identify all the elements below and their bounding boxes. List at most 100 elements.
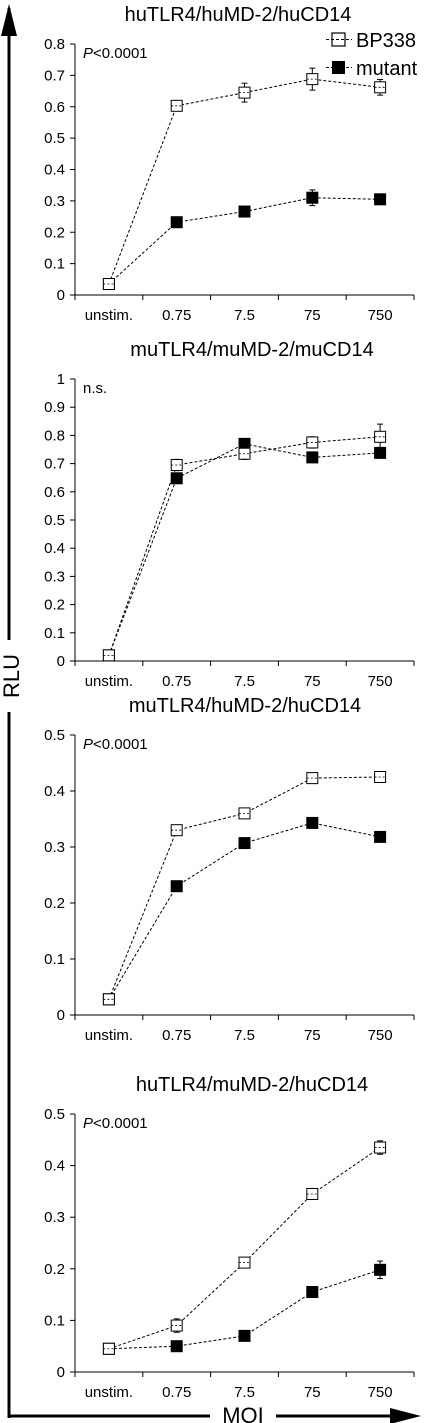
y-tick-label: 0.6	[44, 99, 65, 116]
y-tick-label: 0.6	[44, 484, 65, 501]
x-tick-label: 750	[368, 1384, 393, 1401]
chart-panel-3: muTLR4/huMD-2/huCD14 0 0.1 0.2 0.3 0.4 0.5 unst…	[44, 695, 415, 1044]
series-mutant	[102, 1260, 387, 1355]
legend: BP338 mutant	[326, 30, 418, 80]
y-tick-label: 0.8	[44, 36, 65, 53]
significance-value: <0.0001	[93, 45, 148, 62]
y-tick-label: 0.3	[44, 568, 65, 585]
x-tick-label: unstim.	[85, 307, 133, 324]
significance-value: <0.0001	[93, 1115, 148, 1132]
series-mutant	[102, 816, 387, 1006]
x-tick-label: 750	[368, 1027, 393, 1044]
y-tick-label: 0.8	[44, 427, 65, 444]
y-tick-label: 0.4	[44, 1158, 65, 1175]
chart-panel-4: huTLR4/muMD-2/huCD14 0 0.1 0.2 0.3 0.4 0.5 unst…	[44, 1074, 415, 1401]
y-tick-label: 0.9	[44, 399, 65, 416]
y-tick-label: 0.3	[44, 839, 65, 856]
chart-panel-2: muTLR4/muMD-2/muCD14 0 0.1 0.2 0.3 0.4 0.5 0.6 0…	[44, 339, 415, 690]
significance-value: n.s.	[83, 380, 107, 397]
significance-annotation: P<0.0001	[83, 45, 148, 62]
chart-title: huTLR4/muMD-2/huCD14	[136, 1074, 368, 1096]
data-point-mutant	[374, 830, 387, 843]
series-line-mutant	[108, 822, 381, 1000]
data-point-mutant	[238, 1329, 251, 1342]
y-tick-label: 0.1	[44, 256, 65, 273]
data-point-mutant	[374, 193, 387, 206]
moi-label: MOI	[222, 1403, 264, 1423]
chart-title: muTLR4/huMD-2/huCD14	[129, 695, 361, 717]
x-tick-label: 7.5	[234, 307, 255, 324]
series-bp338	[102, 423, 387, 662]
y-tick-label: 0.2	[44, 895, 65, 912]
y-tick-label: 0.7	[44, 67, 65, 84]
data-point-mutant	[170, 1340, 183, 1353]
x-tick-label: 0.75	[162, 307, 191, 324]
x-tick-label: 75	[304, 1027, 321, 1044]
rlu-label-background	[0, 640, 20, 712]
data-point-mutant	[238, 837, 251, 850]
y-tick-label: 0.2	[44, 1261, 65, 1278]
y-tick-label: 0.1	[44, 951, 65, 968]
x-tick-label: 75	[304, 1384, 321, 1401]
rlu-arrowhead-icon	[1, 4, 17, 36]
series-bp338	[102, 67, 387, 291]
significance-value: <0.0001	[93, 736, 148, 753]
x-tick-label: 750	[368, 307, 393, 324]
x-tick-label: 0.75	[162, 673, 191, 690]
y-tick-label: 0.2	[44, 597, 65, 614]
data-point-mutant	[374, 1263, 387, 1276]
y-tick-label: 0.5	[44, 727, 65, 744]
x-tick-label: 750	[368, 673, 393, 690]
x-tick-label: 7.5	[234, 673, 255, 690]
x-tick-label: unstim.	[85, 1027, 133, 1044]
series-line-mutant	[108, 443, 381, 656]
data-point-mutant	[170, 472, 183, 485]
series-line-bp338	[108, 436, 381, 656]
significance-p: P	[83, 736, 93, 753]
y-tick-label: 0	[57, 287, 65, 304]
y-tick-label: 0.5	[44, 130, 65, 147]
y-tick-label: 0.4	[44, 540, 65, 557]
y-tick-label: 0.4	[44, 162, 65, 179]
x-tick-label: 75	[304, 673, 321, 690]
y-tick-label: 1	[57, 371, 65, 388]
significance-p: P	[83, 1115, 93, 1132]
significance-annotation: P<0.0001	[83, 736, 148, 753]
x-tick-label: 7.5	[234, 1384, 255, 1401]
chart-panels: huTLR4/huMD-2/huCD14 0 0.1 0.2 0.3 0.4 0.5 0.6 0…	[44, 4, 415, 1401]
series-line-bp338	[108, 1147, 381, 1350]
series-line-bp338	[108, 78, 381, 285]
y-tick-label: 0.1	[44, 1312, 65, 1329]
y-tick-label: 0.3	[44, 193, 65, 210]
significance-annotation: P<0.0001	[83, 1115, 148, 1132]
x-tick-label: unstim.	[85, 673, 133, 690]
series-mutant	[102, 189, 387, 291]
chart-title: muTLR4/muMD-2/muCD14	[130, 339, 373, 361]
chart-panel-1: huTLR4/huMD-2/huCD14 0 0.1 0.2 0.3 0.4 0.5 0.6 0…	[44, 4, 415, 324]
legend-bp338-label: BP338	[356, 30, 416, 52]
rlu-label: RLU	[0, 654, 24, 698]
moi-arrowhead-icon	[390, 1408, 421, 1423]
y-tick-label: 0.3	[44, 1209, 65, 1226]
series-bp338	[102, 771, 387, 1006]
data-point-mutant	[306, 451, 319, 464]
data-point-mutant	[170, 216, 183, 229]
y-tick-label: 0.5	[44, 512, 65, 529]
y-tick-label: 0.7	[44, 456, 65, 473]
y-tick-label: 0.2	[44, 224, 65, 241]
data-point-mutant	[238, 205, 251, 218]
x-tick-label: 0.75	[162, 1384, 191, 1401]
x-tick-label: 75	[304, 307, 321, 324]
y-tick-label: 0	[57, 1007, 65, 1024]
y-tick-label: 0.1	[44, 625, 65, 642]
data-point-mutant	[306, 816, 319, 829]
data-point-mutant	[306, 191, 319, 204]
y-tick-label: 0	[57, 1364, 65, 1381]
significance-annotation: n.s.	[83, 380, 107, 397]
series-bp338	[102, 1140, 387, 1355]
series-mutant	[102, 437, 387, 662]
y-tick-label: 0	[57, 653, 65, 670]
data-point-mutant	[306, 1286, 319, 1299]
x-tick-label: unstim.	[85, 1384, 133, 1401]
